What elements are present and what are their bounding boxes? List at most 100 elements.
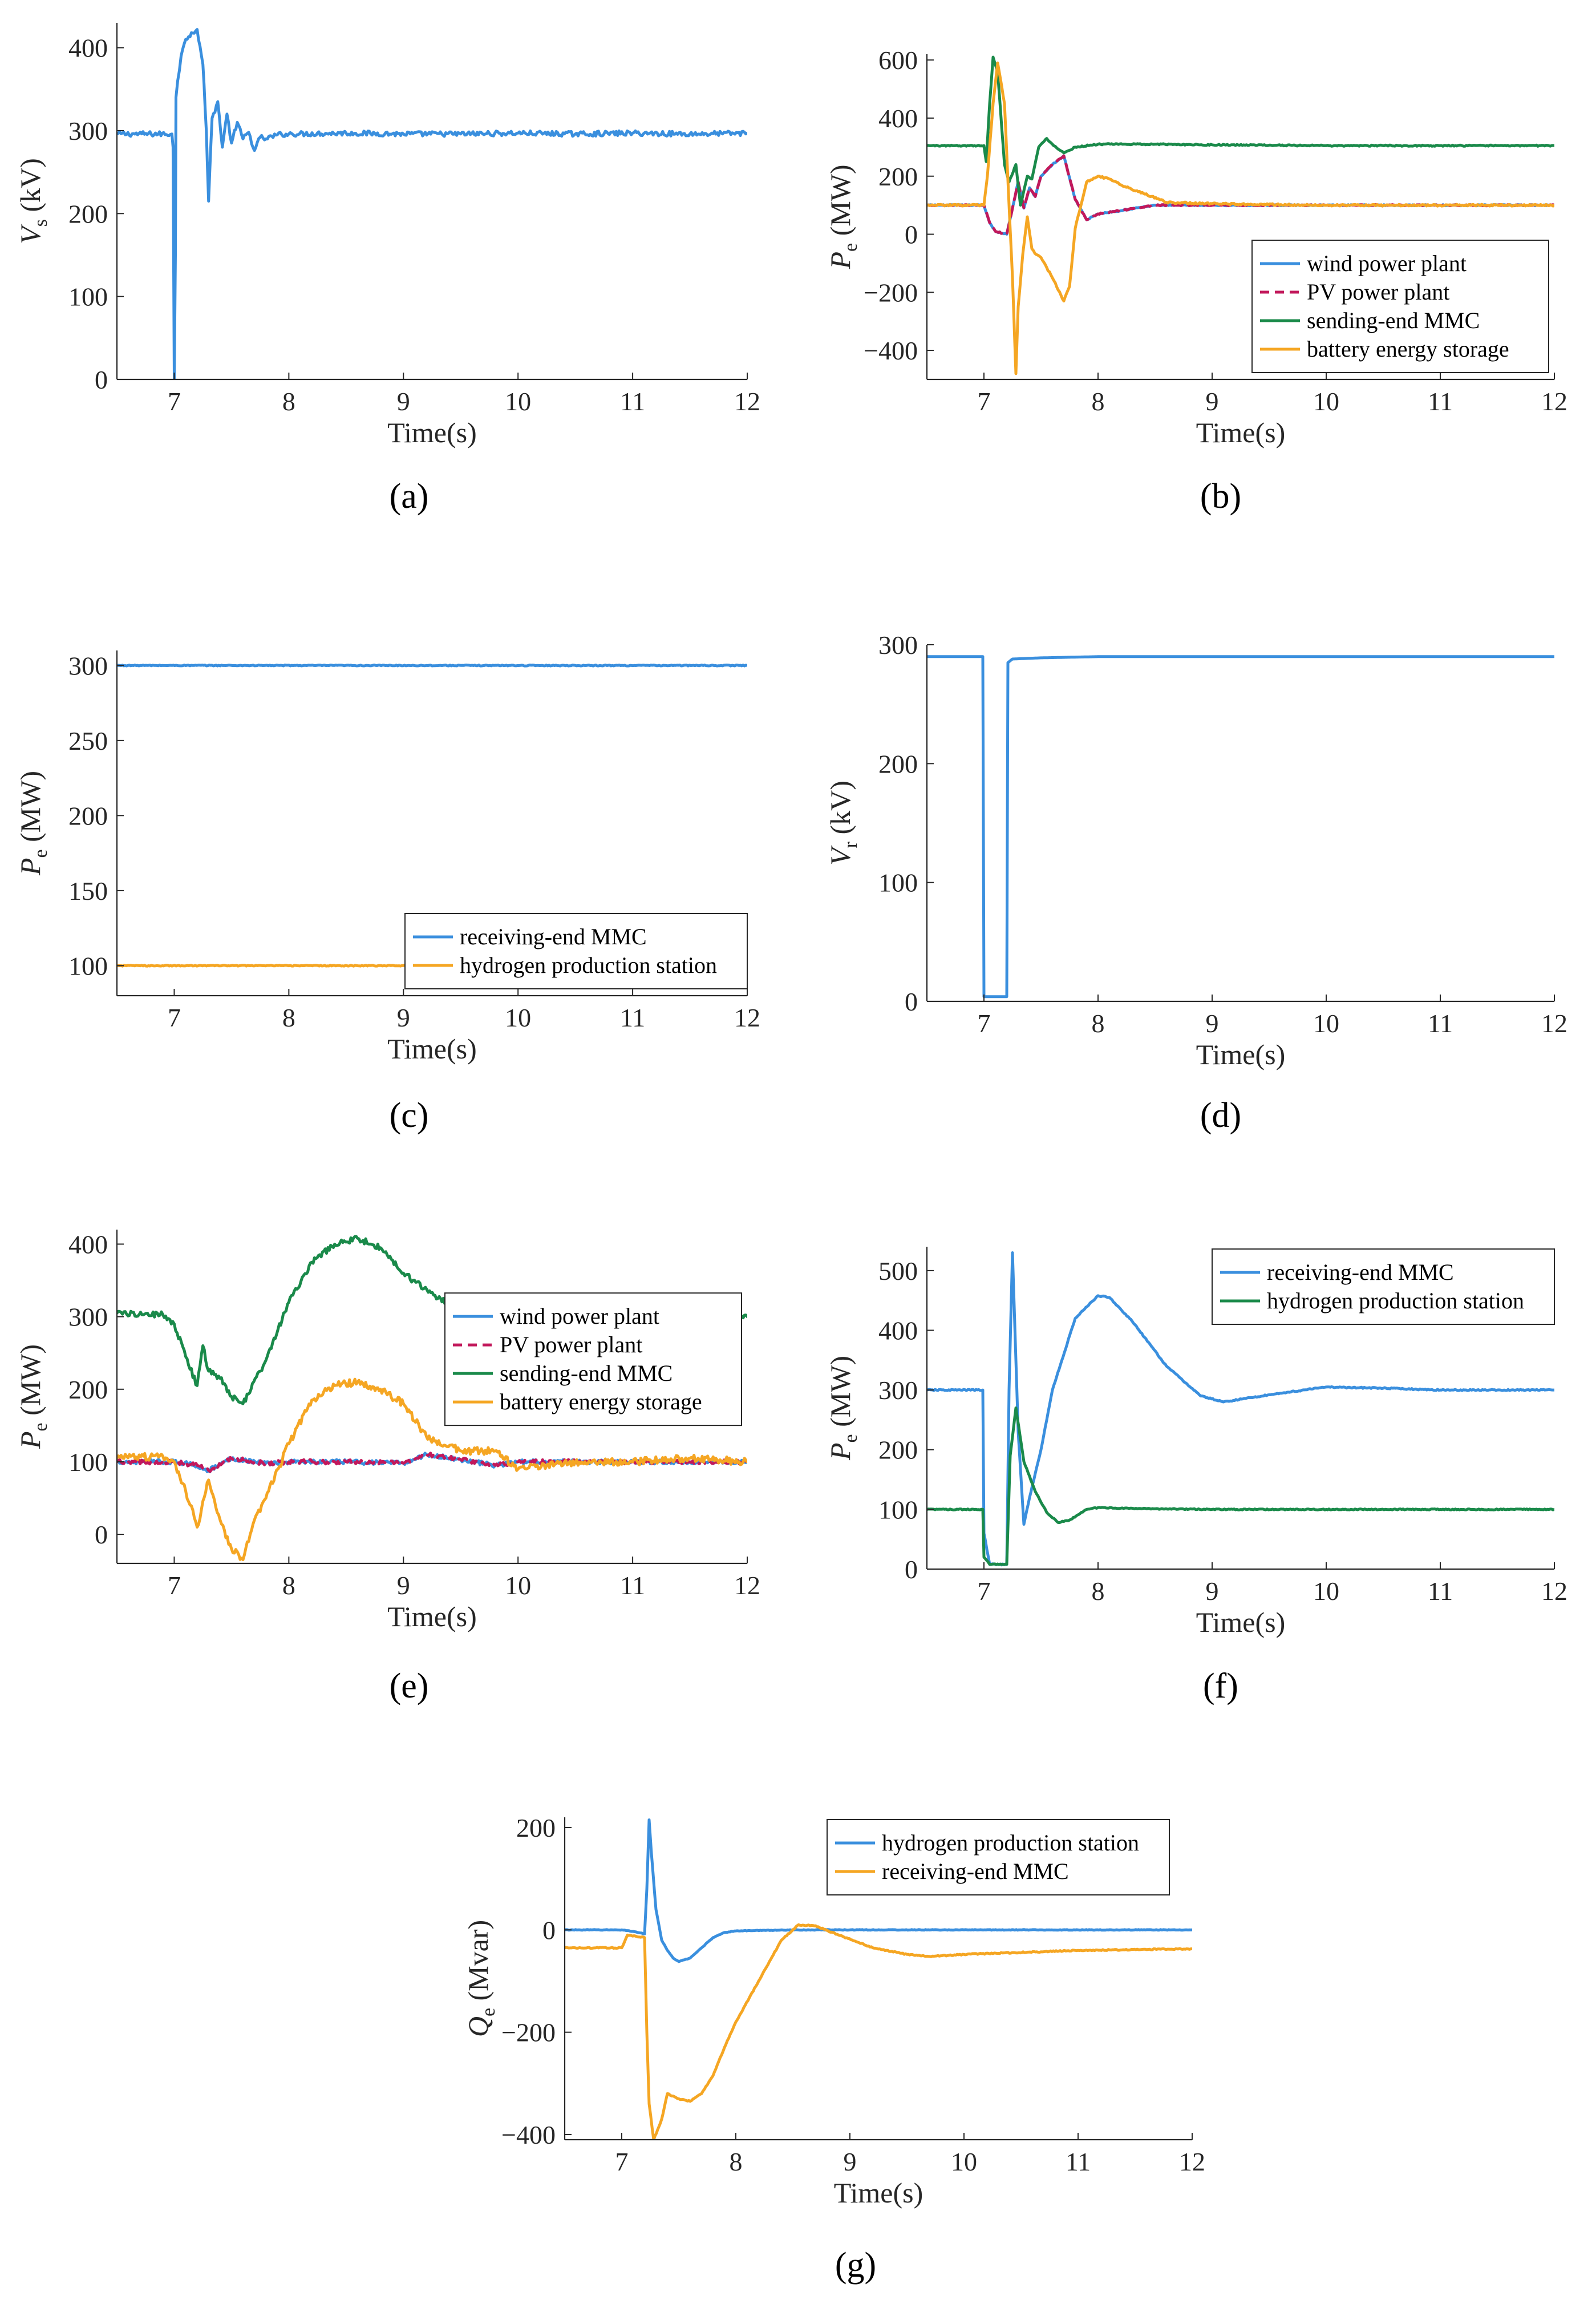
x-tick-label: 12 xyxy=(1541,387,1567,416)
series-group xyxy=(927,1251,1554,1567)
x-tick-label: 12 xyxy=(734,1571,760,1600)
legend-entry: receiving-end MMC xyxy=(882,1858,1069,1884)
legend-box xyxy=(444,1292,742,1426)
x-tick-label: 11 xyxy=(1428,1009,1453,1038)
series-line-receiving-end-mmc xyxy=(117,664,747,668)
x-tick-label: 7 xyxy=(615,2147,629,2176)
series-line-vr xyxy=(927,655,1554,999)
legend: wind power plant PV power plant sending-en… xyxy=(1251,240,1549,373)
x-tick-label: 8 xyxy=(1092,1577,1105,1606)
y-tick-label: 400 xyxy=(878,104,918,133)
y-tick-label: 200 xyxy=(878,749,918,778)
y-tick-label: 100 xyxy=(68,1448,108,1477)
legend-entry: sending-end MMC xyxy=(500,1360,673,1386)
y-tick-label: 200 xyxy=(878,1436,918,1465)
x-tick-label: 7 xyxy=(978,1009,991,1038)
y-tick-label: 0 xyxy=(542,1915,556,1945)
x-tick-label: 8 xyxy=(1092,1009,1105,1038)
legend-entry: sending-end MMC xyxy=(1307,308,1480,333)
y-tick-label: −200 xyxy=(864,278,918,307)
legend: wind power plant PV power plant sending-en… xyxy=(444,1292,742,1426)
y-axis-label: Pe (MW) xyxy=(824,164,861,269)
x-tick-label: 9 xyxy=(397,1571,410,1600)
x-tick-label: 11 xyxy=(1428,387,1453,416)
y-tick-label: 300 xyxy=(878,1376,918,1405)
x-axis-label: Time(s) xyxy=(834,2177,923,2209)
legend-box xyxy=(404,913,748,989)
x-tick-label: 10 xyxy=(505,387,531,416)
x-tick-label: 8 xyxy=(282,1003,295,1032)
x-tick-label: 10 xyxy=(1313,1577,1339,1606)
series-group xyxy=(117,28,747,379)
x-tick-label: 10 xyxy=(1313,1009,1339,1038)
x-tick-label: 7 xyxy=(978,387,991,416)
legend: receiving-end MMC hydrogen production sta… xyxy=(1212,1248,1555,1325)
legend-entry: hydrogen production station xyxy=(1267,1288,1524,1313)
x-tick-label: 12 xyxy=(1541,1577,1567,1606)
x-tick-label: 12 xyxy=(1541,1009,1567,1038)
y-tick-label: 0 xyxy=(95,365,108,394)
y-tick-label: 100 xyxy=(878,1495,918,1524)
x-tick-label: 10 xyxy=(505,1003,531,1032)
y-tick-label: 200 xyxy=(68,1375,108,1404)
legend-entry: hydrogen production station xyxy=(882,1830,1139,1856)
x-tick-label: 11 xyxy=(1428,1577,1453,1606)
x-tick-label: 8 xyxy=(282,1571,295,1600)
x-tick-label: 7 xyxy=(978,1577,991,1606)
x-tick-label: 8 xyxy=(1092,387,1105,416)
panel-e: 7 8 9 10 11 12 0 100 200 300 400 Time(s) Pe (MW) wind… xyxy=(14,1230,760,1705)
x-tick-label: 9 xyxy=(397,387,410,416)
legend-entry: receiving-end MMC xyxy=(460,924,647,949)
series-line-sending-end-mmc xyxy=(927,55,1554,207)
series-line-battery-energy-storage xyxy=(117,1377,747,1562)
x-tick-label: 8 xyxy=(282,387,295,416)
legend: hydrogen production stationreceiving-end… xyxy=(827,1819,1170,1895)
y-tick-label: 300 xyxy=(878,630,918,660)
x-tick-label: 11 xyxy=(620,1003,645,1032)
series-line-receiving-end-mmc xyxy=(565,1923,1192,2140)
caption-e: (e) xyxy=(390,1667,429,1705)
y-tick-label: 200 xyxy=(878,162,918,191)
legend-entry: PV power plant xyxy=(1307,279,1449,305)
y-tick-label: −400 xyxy=(501,2120,556,2149)
y-tick-label: 400 xyxy=(878,1316,918,1345)
y-axis-label: Vs (kV) xyxy=(14,158,51,244)
x-tick-label: 10 xyxy=(951,2147,977,2176)
y-axis-label: Pe (MW) xyxy=(824,1356,861,1461)
y-axis-label: Pe (MW) xyxy=(14,771,51,876)
x-tick-label: 10 xyxy=(505,1571,531,1600)
y-tick-label: 300 xyxy=(68,651,108,680)
y-tick-label: 200 xyxy=(516,1813,556,1842)
y-tick-label: 100 xyxy=(68,951,108,980)
legend-entry: receiving-end MMC xyxy=(1267,1259,1454,1285)
caption-g: (g) xyxy=(835,2246,876,2285)
x-axis-label: Time(s) xyxy=(1196,1038,1286,1070)
caption-c: (c) xyxy=(390,1096,429,1135)
y-tick-label: 0 xyxy=(905,1555,918,1584)
legend-box xyxy=(827,1819,1170,1895)
y-tick-label: 500 xyxy=(878,1256,918,1286)
caption-f: (f) xyxy=(1203,1667,1238,1705)
x-tick-label: 12 xyxy=(734,1003,760,1032)
y-tick-label: 600 xyxy=(878,46,918,75)
y-tick-label: 300 xyxy=(68,1303,108,1332)
x-tick-label: 7 xyxy=(168,387,181,416)
x-tick-label: 7 xyxy=(168,1003,181,1032)
legend-entry: battery energy storage xyxy=(1307,336,1509,362)
y-tick-label: 400 xyxy=(68,34,108,63)
x-tick-label: 10 xyxy=(1313,387,1339,416)
series-line-vs xyxy=(117,28,747,379)
x-axis-label: Time(s) xyxy=(1196,417,1286,448)
caption-d: (d) xyxy=(1200,1096,1241,1135)
series-line-wind-power-plant xyxy=(927,154,1554,236)
series-line-receiving-end-mmc xyxy=(927,1251,1554,1567)
panel-d: 7 8 9 10 11 12 0 100 200 300 Time(s) Vr (kV) (d) xyxy=(824,630,1567,1135)
series-group xyxy=(927,655,1554,999)
y-tick-label: 0 xyxy=(905,987,918,1016)
y-tick-label: −400 xyxy=(864,336,918,365)
y-tick-label: 100 xyxy=(68,282,108,312)
y-tick-label: 200 xyxy=(68,801,108,830)
y-tick-label: 250 xyxy=(68,726,108,755)
x-tick-label: 11 xyxy=(620,1571,645,1600)
